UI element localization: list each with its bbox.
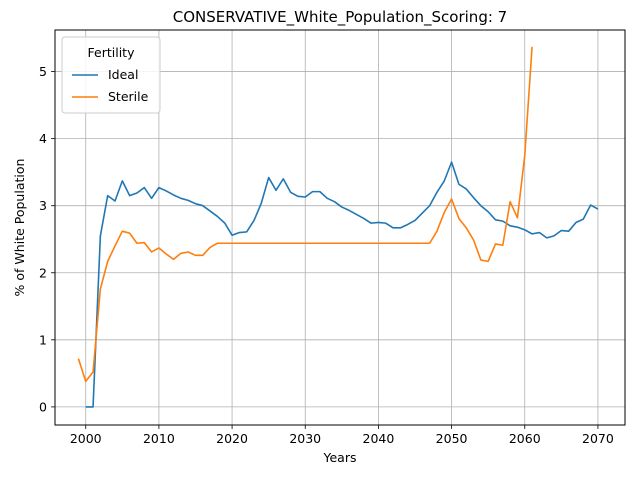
chart-title: CONSERVATIVE_White_Population_Scoring: 7 — [173, 8, 507, 27]
x-tick-label: 2070 — [582, 431, 614, 446]
x-tick-label: 2010 — [143, 431, 175, 446]
y-tick-label: 3 — [39, 198, 47, 213]
plot-frame — [54, 29, 626, 426]
y-tick-label: 5 — [39, 64, 47, 79]
legend-label-ideal: Ideal — [108, 67, 138, 82]
x-tick-label: 2000 — [70, 431, 102, 446]
legend-title: Fertility — [88, 45, 136, 60]
y-axis-label: % of White Population — [12, 159, 27, 297]
legend-box — [61, 36, 161, 114]
legend: Fertility Ideal Sterile — [61, 36, 161, 114]
y-tick-label: 1 — [39, 332, 47, 347]
x-tick-label: 2060 — [509, 431, 541, 446]
series-line-sterile — [77, 46, 533, 383]
legend-label-sterile: Sterile — [108, 89, 149, 104]
series-lines — [77, 46, 599, 408]
x-tick-label: 2030 — [289, 431, 321, 446]
y-tick-label: 2 — [39, 265, 47, 280]
series-line-ideal — [85, 161, 599, 408]
y-axis: 0 1 2 3 4 5 — [39, 64, 55, 414]
x-axis: 2000 2010 2020 2030 2040 2050 2060 2070 — [70, 425, 614, 446]
x-tick-label: 2050 — [436, 431, 468, 446]
y-tick-label: 4 — [39, 131, 47, 146]
x-tick-label: 2020 — [216, 431, 248, 446]
y-tick-label: 0 — [39, 399, 47, 414]
x-axis-label: Years — [323, 450, 357, 465]
x-tick-label: 2040 — [363, 431, 395, 446]
